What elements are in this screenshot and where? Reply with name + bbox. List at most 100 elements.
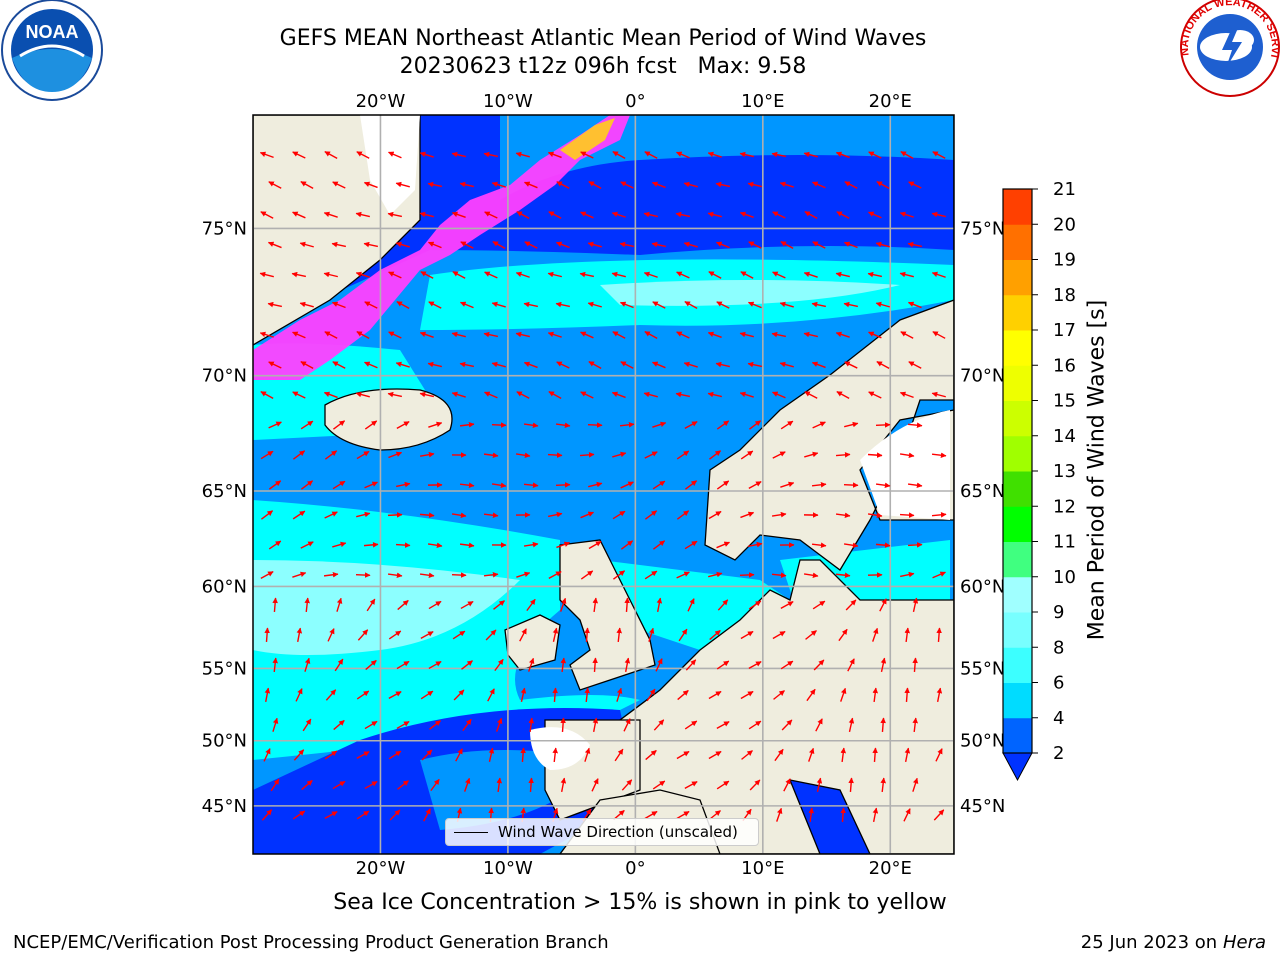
- wind-arrow: [261, 809, 273, 821]
- wind-arrow: [840, 687, 847, 702]
- wind-arrow: [808, 747, 815, 762]
- wind-arrow: [648, 627, 655, 642]
- wind-arrow: [739, 211, 754, 218]
- wind-arrow: [455, 748, 463, 762]
- wind-arrow: [716, 480, 730, 490]
- wind-arrow: [611, 211, 626, 218]
- wind-arrow: [420, 690, 434, 700]
- lon-tick-label-top: 20°E: [869, 91, 912, 112]
- wind-arrow: [428, 660, 442, 670]
- wind-arrow: [523, 482, 539, 488]
- wind-arrow: [528, 777, 534, 793]
- wind-arrow: [620, 540, 634, 550]
- lat-tick-label-left: 55°N: [202, 658, 247, 679]
- wind-arrow: [267, 241, 282, 249]
- wind-arrow: [387, 211, 402, 218]
- wind-arrow: [389, 809, 401, 821]
- wind-arrow: [908, 181, 922, 189]
- wind-arrow: [395, 542, 411, 548]
- wind-arrow: [707, 151, 722, 158]
- colorbar-tick-label: 12: [1053, 496, 1076, 517]
- wind-arrow: [811, 542, 827, 549]
- wind-arrow: [491, 301, 506, 308]
- wind-arrow: [325, 689, 337, 701]
- wind-arrow: [323, 271, 338, 278]
- wind-arrow: [936, 627, 942, 643]
- wind-arrow: [292, 450, 306, 460]
- lat-tick-label-right: 65°N: [960, 481, 1005, 502]
- wind-arrow: [868, 391, 882, 399]
- wind-arrow: [812, 421, 826, 429]
- wind-arrow: [812, 181, 826, 189]
- wind-arrow: [836, 211, 850, 219]
- wind-arrow: [388, 750, 402, 760]
- wind-arrow: [520, 687, 527, 702]
- colorbar-tick-label: 17: [1053, 320, 1076, 341]
- wind-arrow: [332, 480, 346, 490]
- wind-arrow: [272, 717, 279, 732]
- wind-arrow: [652, 301, 666, 309]
- wind-arrow: [867, 271, 882, 278]
- colorbar-tick-label: 11: [1053, 532, 1076, 553]
- wind-arrow: [880, 657, 887, 672]
- wind-arrow: [515, 151, 530, 158]
- wind-arrow: [876, 361, 890, 369]
- wind-arrow: [387, 512, 403, 518]
- wind-arrow: [652, 480, 666, 490]
- wind-arrow: [903, 808, 911, 822]
- wind-arrow: [684, 480, 698, 490]
- wind-arrow: [912, 657, 918, 673]
- wind-arrow: [643, 391, 658, 398]
- wind-arrow: [555, 422, 571, 429]
- wind-arrow: [780, 241, 794, 249]
- wind-arrow: [772, 391, 786, 399]
- wind-arrow: [419, 151, 434, 158]
- wind-arrow: [396, 720, 410, 730]
- wind-arrow: [771, 151, 786, 158]
- legend-label: Wind Wave Direction (unscaled): [498, 823, 738, 841]
- wind-arrow: [291, 271, 306, 278]
- wind-arrow: [868, 211, 882, 219]
- wind-arrow: [772, 271, 786, 279]
- wind-arrow: [580, 211, 594, 219]
- wind-arrow: [676, 810, 690, 820]
- wind-arrow: [748, 241, 762, 249]
- wind-arrow: [547, 452, 563, 458]
- colorbar-tick-label: 4: [1053, 708, 1064, 729]
- wind-arrow: [739, 331, 754, 338]
- lat-tick-label-right: 60°N: [960, 576, 1005, 597]
- wind-arrow: [779, 361, 794, 368]
- wind-arrow: [772, 451, 786, 459]
- wind-arrow: [675, 391, 690, 398]
- wind-arrow: [483, 571, 499, 578]
- sea-adriatic: [788, 779, 871, 854]
- wind-arrow: [332, 780, 346, 790]
- wind-arrow: [811, 301, 826, 308]
- wind-arrow: [840, 807, 846, 823]
- wind-arrow: [300, 541, 314, 549]
- wind-arrow: [803, 572, 819, 579]
- wind-arrow: [843, 241, 858, 249]
- wind-arrow: [451, 331, 466, 338]
- wind-arrow: [300, 480, 314, 490]
- wind-arrow: [624, 597, 630, 613]
- wind-arrow: [580, 570, 594, 580]
- wind-arrow: [580, 511, 594, 519]
- wind-arrow: [652, 780, 666, 790]
- wind-arrow: [868, 151, 882, 159]
- wind-arrow: [592, 717, 599, 733]
- wind-arrow: [931, 271, 946, 278]
- wind-arrow: [612, 331, 626, 339]
- wind-arrow: [899, 391, 914, 399]
- wind-arrow: [459, 421, 475, 428]
- wind-arrow: [356, 151, 370, 159]
- wind-arrow: [684, 781, 698, 789]
- wind-arrow: [364, 481, 378, 489]
- wind-arrow: [899, 211, 914, 218]
- wind-arrow: [451, 391, 466, 398]
- noaa-logo: NOAA: [1, 0, 103, 101]
- wind-arrow: [388, 630, 402, 640]
- wind-arrow: [616, 687, 623, 702]
- wind-arrow: [811, 481, 827, 488]
- wind-arrow: [460, 600, 474, 610]
